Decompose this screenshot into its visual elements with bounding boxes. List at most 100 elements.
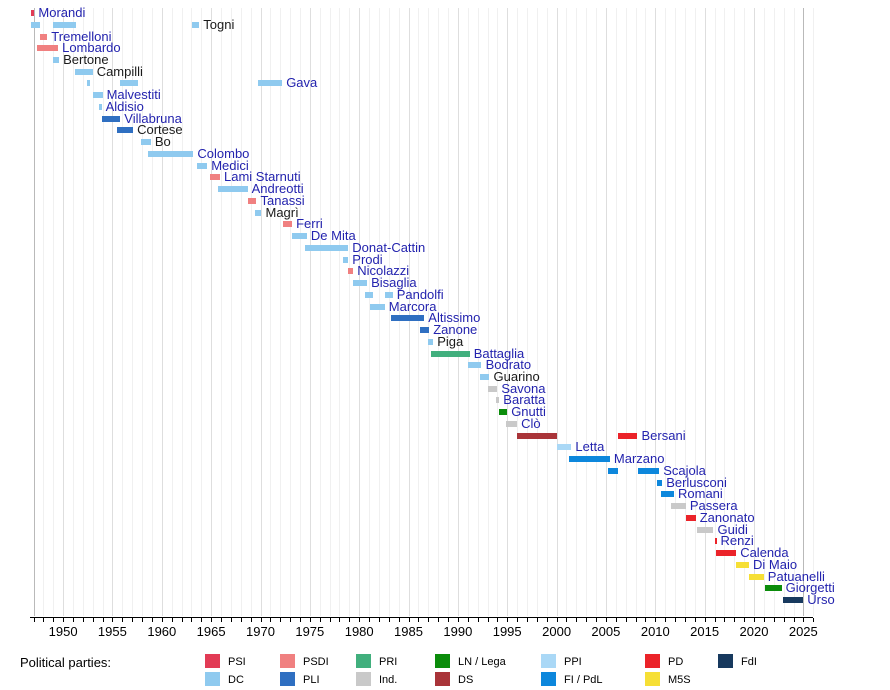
minister-label[interactable]: Bisaglia [371, 275, 417, 290]
term-bar [197, 162, 208, 169]
minister-label[interactable]: Malvestiti [106, 87, 161, 103]
minister-label[interactable]: Passera [689, 498, 738, 514]
minister-label[interactable]: Savona [501, 380, 546, 396]
minister-label[interactable]: Aldisio [105, 98, 144, 114]
minister-label[interactable]: Urso [807, 592, 835, 607]
axis-tick [576, 618, 578, 622]
term-bar [218, 186, 248, 193]
legend-party-label: Ind. [379, 674, 398, 686]
minister-label[interactable]: Tanassi [260, 192, 305, 208]
gridline-year [448, 8, 449, 616]
gridline-year [546, 8, 548, 616]
term-bar [556, 444, 572, 451]
minister-label[interactable]: Morandi [38, 5, 86, 20]
minister-label[interactable]: Marzano [613, 451, 665, 467]
minister-label[interactable]: Bodrato [485, 357, 532, 373]
axis-tick [448, 618, 449, 622]
gridline-year [497, 8, 499, 616]
gridline-year [586, 8, 588, 616]
minister-label[interactable]: Donat-Cattin [352, 239, 426, 255]
gridline-year [161, 8, 163, 616]
minister-label[interactable]: Andreotti [251, 181, 304, 197]
gridline-year [655, 8, 657, 616]
minister-label[interactable]: Romani [678, 486, 723, 502]
term-bar [86, 80, 90, 87]
minister-label[interactable]: Letta [575, 439, 605, 455]
gridline-year [122, 8, 124, 616]
minister-label[interactable]: Patuanelli [767, 568, 825, 584]
minister-label[interactable]: Colombo [197, 145, 250, 161]
gridline-year [576, 8, 578, 616]
legend-swatch [356, 654, 371, 668]
minister-label[interactable]: Di Maio [753, 556, 798, 572]
minister-label[interactable]: Marcora [388, 298, 437, 314]
minister-label[interactable]: De Mita [310, 228, 356, 244]
minister-label[interactable]: Berlusconi [666, 474, 727, 490]
axis-tick [92, 618, 94, 622]
axis-tick [329, 618, 331, 622]
axis-tick [744, 618, 746, 622]
minister-label[interactable]: Battaglia [473, 345, 525, 361]
gridline-year [517, 8, 519, 616]
minister-label[interactable]: Calenda [740, 545, 789, 560]
axis-tick [517, 618, 519, 622]
axis-tick [813, 618, 815, 622]
minister-label[interactable]: Lami Starnuti [224, 169, 301, 185]
minister-label[interactable]: Zanonato [699, 509, 755, 525]
term-bar [370, 303, 385, 310]
minister-label[interactable]: Pandolfi [396, 286, 444, 302]
legend-swatch [356, 672, 371, 686]
minister-label[interactable]: Clò [521, 415, 541, 431]
gridline-year [596, 8, 598, 616]
minister-label[interactable]: Villabruna [124, 110, 182, 126]
axis-tick [388, 618, 390, 622]
term-bar [30, 10, 35, 16]
minister-label[interactable]: Zanone [433, 322, 478, 337]
term-bar [141, 139, 151, 146]
x-axis-line [30, 617, 813, 618]
minister-label[interactable]: Tremelloni [51, 28, 112, 44]
minister-label[interactable]: Ferri [296, 216, 323, 232]
term-bar [696, 526, 714, 533]
minister-label[interactable]: Gnutti [511, 404, 546, 420]
axis-tick [309, 618, 311, 622]
gridline-year [181, 8, 183, 616]
minister-label[interactable]: Altissimo [428, 310, 481, 326]
term-bar [467, 362, 482, 369]
legend-swatch [541, 654, 556, 668]
term-bar [496, 397, 500, 404]
gridline-year [349, 8, 351, 616]
minister-label[interactable]: Scajola [663, 462, 706, 478]
axis-tick [724, 618, 726, 622]
minister-label: Piga [437, 333, 464, 349]
axis-year-label: 2015 [690, 624, 720, 639]
axis-tick [230, 618, 232, 622]
axis-year-label: 1985 [394, 624, 423, 639]
minister-label[interactable]: Lombardo [62, 40, 121, 56]
gridline-year [754, 8, 755, 616]
axis-tick [684, 618, 686, 622]
minister-label[interactable]: Medici [211, 157, 249, 173]
minister-label[interactable]: Bersani [641, 427, 686, 443]
minister-label[interactable]: Baratta [503, 392, 546, 408]
minister-label[interactable]: Nicolazzi [357, 263, 410, 279]
gridline-year [507, 8, 509, 616]
term-bar [517, 432, 557, 439]
legend-swatch [435, 672, 450, 686]
term-bar [637, 467, 660, 474]
minister-label[interactable]: Giorgetti [785, 580, 835, 596]
gridline-year [260, 8, 262, 616]
minister-label[interactable]: Guidi [717, 521, 748, 537]
gridline-year [527, 8, 528, 616]
minister-label[interactable]: Prodi [352, 251, 383, 267]
axis-tick [596, 618, 598, 622]
axis-tick [527, 618, 528, 622]
minister-label[interactable]: Renzi [720, 533, 754, 549]
axis-year-label: 1995 [492, 624, 522, 639]
gridline-year [408, 8, 410, 616]
gridline-year [457, 8, 459, 616]
term-bar [30, 21, 41, 28]
minister-label[interactable]: Gava [286, 75, 318, 91]
term-bar [685, 514, 696, 521]
axis-tick [675, 618, 676, 622]
